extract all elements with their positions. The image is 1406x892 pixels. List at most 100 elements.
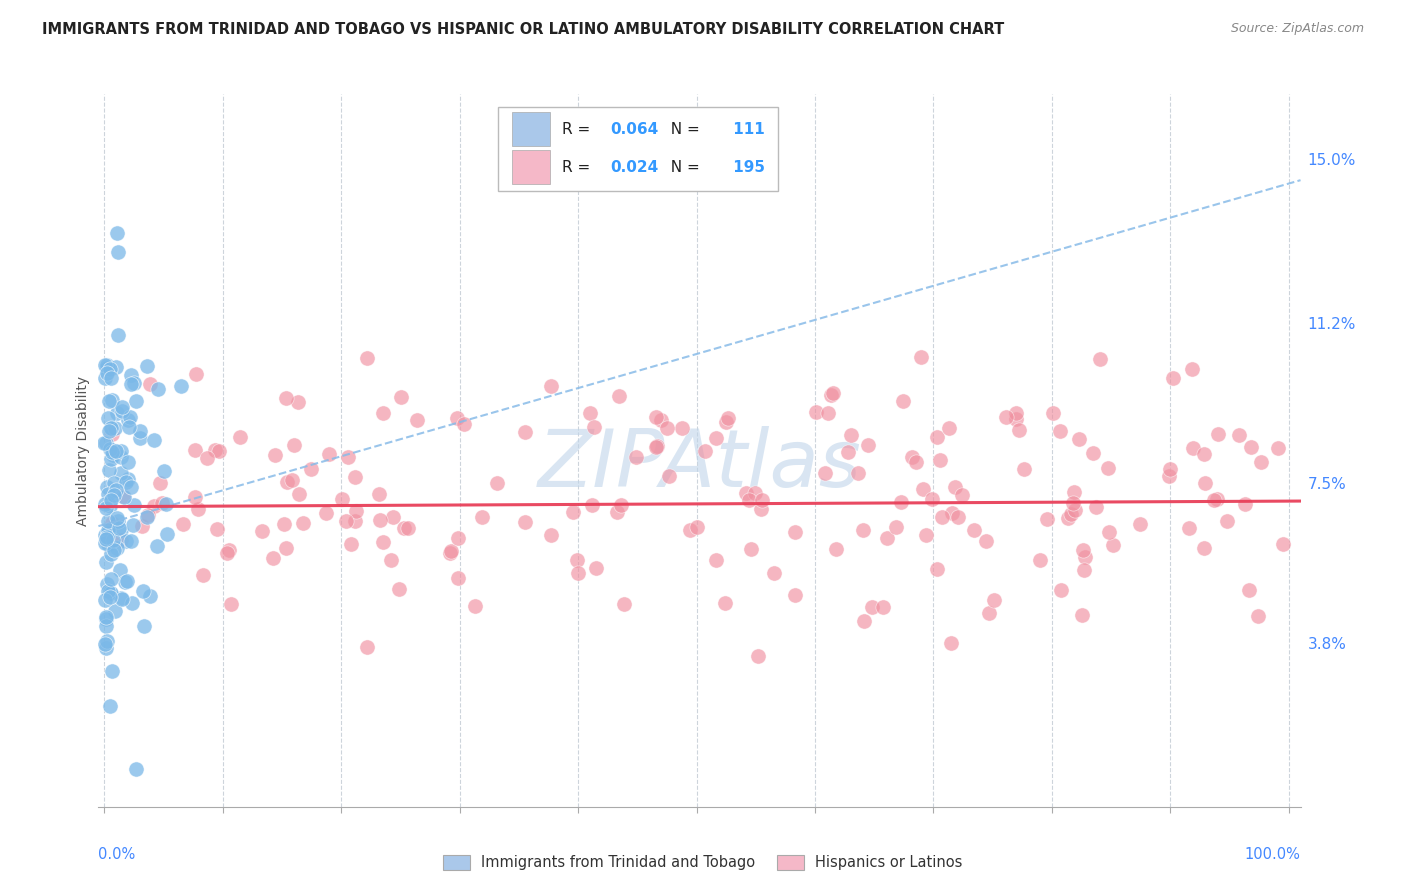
- Point: [825, 541, 848, 556]
- Point: [283, 438, 305, 452]
- Point: [110, 450, 132, 464]
- Point: [928, 452, 950, 467]
- Text: R =: R =: [562, 122, 596, 136]
- Point: [115, 475, 138, 489]
- Point: [925, 562, 948, 576]
- Point: [927, 430, 949, 444]
- Point: [94, 618, 117, 632]
- Point: [97, 537, 120, 551]
- Point: [131, 518, 153, 533]
- Point: [1194, 541, 1216, 556]
- Point: [1008, 423, 1031, 437]
- Point: [371, 406, 394, 420]
- Point: [110, 563, 132, 577]
- Point: [115, 534, 138, 549]
- Point: [440, 543, 463, 558]
- Point: [107, 226, 129, 240]
- Point: [785, 588, 807, 602]
- Point: [561, 505, 583, 519]
- Text: N =: N =: [661, 122, 704, 136]
- Point: [860, 599, 883, 614]
- Point: [143, 433, 166, 447]
- Text: Source: ZipAtlas.com: Source: ZipAtlas.com: [1230, 22, 1364, 36]
- Point: [1029, 552, 1052, 566]
- Point: [1085, 500, 1108, 515]
- Point: [187, 501, 209, 516]
- Point: [139, 377, 162, 392]
- Point: [96, 480, 118, 494]
- Point: [1181, 362, 1204, 376]
- Point: [735, 486, 758, 500]
- Text: 0.0%: 0.0%: [98, 847, 135, 862]
- Point: [471, 510, 494, 524]
- Point: [218, 542, 240, 557]
- Point: [111, 404, 134, 418]
- Point: [1205, 491, 1227, 506]
- Point: [1073, 563, 1095, 577]
- Point: [1005, 412, 1028, 426]
- Point: [110, 533, 132, 547]
- Point: [763, 566, 786, 580]
- Point: [645, 439, 668, 453]
- Point: [107, 244, 129, 259]
- Point: [105, 406, 128, 420]
- Point: [335, 514, 357, 528]
- Point: [94, 640, 117, 655]
- Point: [97, 463, 120, 477]
- Point: [94, 555, 117, 569]
- Point: [195, 451, 218, 466]
- Point: [751, 492, 773, 507]
- Point: [447, 571, 470, 585]
- Point: [100, 371, 122, 385]
- Point: [315, 506, 337, 520]
- Point: [804, 405, 827, 419]
- Point: [974, 534, 997, 549]
- Point: [1036, 512, 1059, 526]
- Point: [184, 491, 207, 505]
- Point: [1063, 485, 1085, 500]
- Point: [817, 406, 839, 420]
- Point: [125, 393, 148, 408]
- Text: 0.024: 0.024: [610, 160, 659, 175]
- Point: [1215, 514, 1237, 528]
- Point: [464, 599, 486, 613]
- Point: [100, 547, 122, 561]
- Point: [153, 464, 176, 478]
- Point: [1067, 433, 1090, 447]
- Point: [1063, 503, 1085, 517]
- Point: [1071, 608, 1094, 623]
- Point: [610, 499, 633, 513]
- Point: [118, 420, 141, 434]
- Point: [96, 358, 118, 372]
- Point: [117, 472, 139, 486]
- Point: [1005, 406, 1028, 420]
- Point: [644, 409, 666, 424]
- Point: [94, 536, 117, 550]
- Text: R =: R =: [562, 160, 596, 175]
- Text: 111: 111: [728, 122, 765, 136]
- Point: [170, 379, 193, 393]
- Point: [579, 406, 602, 420]
- Point: [105, 511, 128, 525]
- Point: [135, 509, 157, 524]
- Point: [101, 448, 124, 462]
- Point: [97, 526, 120, 541]
- Point: [103, 542, 125, 557]
- Point: [344, 470, 367, 484]
- Point: [943, 480, 966, 494]
- Point: [983, 593, 1005, 607]
- Point: [655, 421, 678, 435]
- Point: [678, 523, 700, 537]
- Point: [626, 450, 648, 464]
- Point: [186, 367, 208, 381]
- Point: [125, 762, 148, 776]
- Point: [950, 488, 973, 502]
- Point: [172, 517, 194, 532]
- Point: [134, 619, 156, 633]
- Point: [1012, 461, 1035, 475]
- Point: [94, 637, 117, 651]
- Point: [98, 585, 121, 599]
- Point: [93, 371, 115, 385]
- Point: [388, 582, 411, 597]
- Point: [215, 546, 238, 560]
